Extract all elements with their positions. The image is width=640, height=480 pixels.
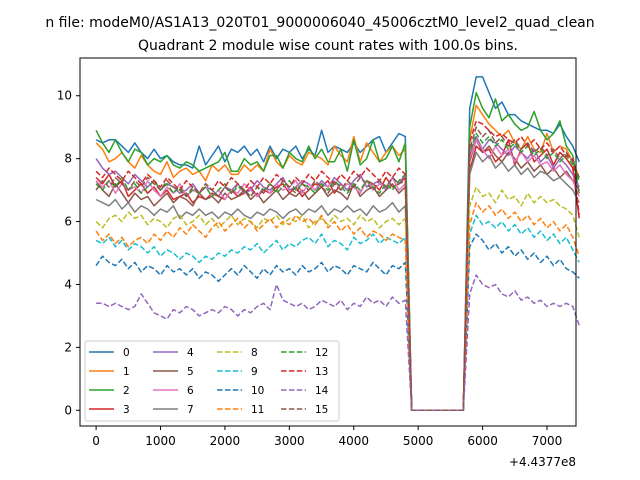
y-tick-label: 4 <box>64 277 72 291</box>
legend-label-3: 3 <box>123 404 130 416</box>
y-tick-label: 10 <box>57 89 72 103</box>
series-line-12 <box>95 132 580 412</box>
legend-label-9: 9 <box>251 366 258 378</box>
series-line-14 <box>96 274 580 412</box>
legend-label-7: 7 <box>187 404 194 416</box>
legend-label-14: 14 <box>315 385 329 397</box>
legend-label-11: 11 <box>251 404 264 416</box>
chart-title: Quadrant 2 module wise count rates with … <box>138 38 518 54</box>
x-tick-label: 3000 <box>274 434 305 448</box>
legend-label-10: 10 <box>251 385 264 397</box>
series-line-8 <box>95 186 580 412</box>
legend-label-15: 15 <box>315 404 328 416</box>
x-tick-label: 6000 <box>467 434 498 448</box>
legend-label-8: 8 <box>251 347 258 359</box>
x-tick-label: 2000 <box>210 434 241 448</box>
series-line-0 <box>95 76 580 412</box>
legend-frame <box>84 340 340 422</box>
legend-label-0: 0 <box>123 347 130 359</box>
series-line-1 <box>95 104 580 412</box>
y-tick-label: 0 <box>64 403 72 417</box>
series-line-10 <box>95 233 580 412</box>
series-layer <box>95 76 580 412</box>
x-tick-label: 7000 <box>532 434 563 448</box>
legend-label-13: 13 <box>315 366 328 378</box>
x-tick-label: 0 <box>92 434 100 448</box>
series-line-5 <box>95 139 580 412</box>
axes-frame <box>79 57 577 427</box>
figure-suptitle: n file: modeM0/AS1A13_020T01_9000006040_… <box>45 15 594 31</box>
legend-label-4: 4 <box>187 347 194 359</box>
series-line-15 <box>95 126 580 412</box>
y-tick-label: 2 <box>64 340 72 354</box>
y-axis-ticks: 0 2 4 6 8 10 <box>57 89 80 417</box>
series-line-7 <box>95 151 580 412</box>
x-tick-label: 5000 <box>403 434 434 448</box>
plot-area <box>95 76 580 412</box>
x-tick-label: 1000 <box>145 434 176 448</box>
series-line-2 <box>95 91 580 412</box>
series-line-11 <box>95 201 580 412</box>
y-tick-label: 8 <box>64 152 72 166</box>
y-tick-label: 6 <box>64 215 72 229</box>
legend-label-2: 2 <box>123 385 130 397</box>
x-axis-ticks: 0 1000 2000 3000 4000 5000 6000 7000 <box>92 426 562 448</box>
series-line-9 <box>95 214 580 412</box>
legend-label-12: 12 <box>315 347 328 359</box>
legend-label-6: 6 <box>187 385 194 397</box>
series-line-13 <box>95 120 580 412</box>
legend-label-1: 1 <box>123 366 130 378</box>
legend-label-5: 5 <box>187 366 194 378</box>
x-axis-offset-label: +4.4377e8 <box>509 455 576 469</box>
x-tick-label: 4000 <box>338 434 369 448</box>
